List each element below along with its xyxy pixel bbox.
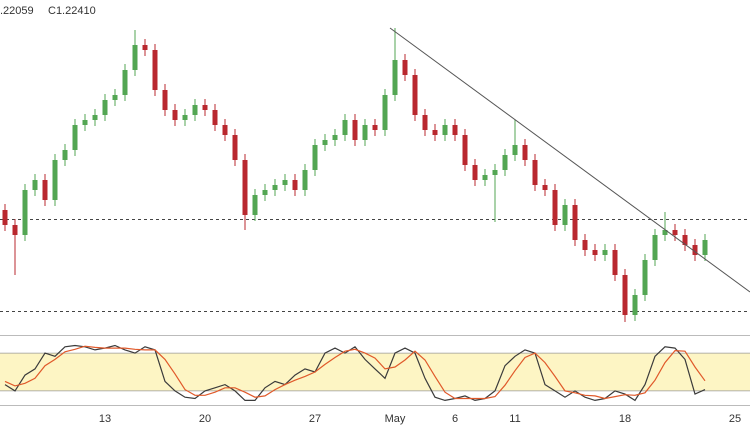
candle-body <box>622 275 628 315</box>
candle-body <box>72 125 78 150</box>
candle-body <box>512 145 518 155</box>
candle-body <box>472 165 478 180</box>
candle-body <box>412 75 418 115</box>
candle-body <box>12 225 18 235</box>
candle-body <box>152 50 158 90</box>
candle-body <box>702 240 708 255</box>
stoch-line <box>4 345 706 400</box>
candle-body <box>432 130 438 135</box>
stoch-band <box>0 353 750 391</box>
x-tick-label: 18 <box>619 413 631 425</box>
candle-body <box>232 135 238 160</box>
candle-body <box>442 125 448 135</box>
candle-body <box>612 250 618 275</box>
candle-body <box>402 60 408 75</box>
x-tick-label: 6 <box>452 413 458 425</box>
candle-body <box>172 110 178 120</box>
candle-body <box>312 145 318 170</box>
candle-body <box>242 160 248 215</box>
candle-body <box>582 240 588 250</box>
x-tick-label: May <box>385 413 406 425</box>
candle-body <box>372 125 378 130</box>
candle-body <box>292 180 298 190</box>
candle-body <box>362 125 368 140</box>
candle-body <box>632 295 638 315</box>
candle-body <box>272 185 278 190</box>
candle-body <box>522 145 528 160</box>
x-tick-label: 11 <box>509 413 520 425</box>
candle-body <box>2 210 8 225</box>
candle-body <box>162 90 168 110</box>
candle-body <box>262 190 268 195</box>
candle-body <box>222 125 228 135</box>
candle-body <box>532 160 538 185</box>
candle-body <box>112 95 118 100</box>
candle-body <box>332 135 338 140</box>
ohlc-low: .22059 <box>0 5 34 17</box>
candle-body <box>252 195 258 215</box>
candle-body <box>602 250 608 255</box>
candle-body <box>392 60 398 95</box>
candle-body <box>652 235 658 260</box>
candle-body <box>692 245 698 255</box>
candle-body <box>102 100 108 115</box>
candle-body <box>302 170 308 190</box>
candle-body <box>572 205 578 240</box>
candle-body <box>482 175 488 180</box>
candle-body <box>382 95 388 130</box>
candle-body <box>492 170 498 175</box>
candle-body <box>552 190 558 225</box>
x-tick-label: 27 <box>309 413 321 425</box>
candle-body <box>92 115 98 120</box>
candle-body <box>32 180 38 190</box>
ohlc-close: C1.22410 <box>48 5 96 17</box>
candle-body <box>202 105 208 110</box>
candle-body <box>682 235 688 245</box>
candle-body <box>52 160 58 200</box>
candle-body <box>282 180 288 185</box>
candle-body <box>672 230 678 235</box>
candle-body <box>42 180 48 200</box>
x-tick-label: 25 <box>729 413 741 425</box>
candle-body <box>352 120 358 140</box>
candle-body <box>342 120 348 135</box>
candle-body <box>132 45 138 70</box>
candle-body <box>322 140 328 145</box>
x-tick-label: 20 <box>199 413 211 425</box>
candle-body <box>452 125 458 135</box>
candle-body <box>82 120 88 125</box>
candle-body <box>192 105 198 115</box>
candle-body <box>122 70 128 95</box>
candle-body <box>182 115 188 120</box>
candle-body <box>502 155 508 170</box>
candle-body <box>662 230 668 235</box>
candle-body <box>142 45 148 50</box>
candle-body <box>562 205 568 225</box>
candle-body <box>462 135 468 165</box>
candle-body <box>592 250 598 255</box>
candle-body <box>422 115 428 130</box>
candle-body <box>642 260 648 295</box>
candle-body <box>22 190 28 235</box>
candle-body <box>542 185 548 190</box>
candle-body <box>212 110 218 125</box>
candle-body <box>62 150 68 160</box>
trendline <box>389 27 750 293</box>
x-tick-label: 13 <box>99 413 111 425</box>
